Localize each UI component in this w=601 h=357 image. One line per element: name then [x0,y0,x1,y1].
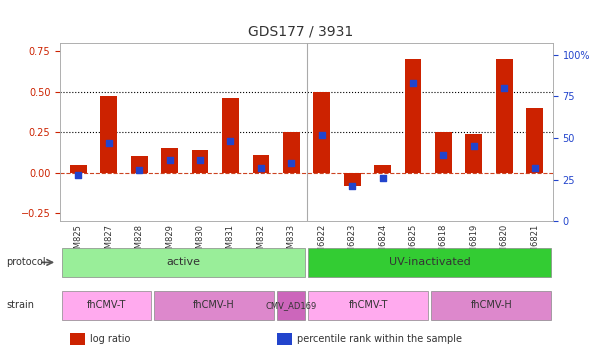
Bar [70,165,87,173]
FancyBboxPatch shape [154,291,274,320]
Text: fhCMV-H: fhCMV-H [194,300,235,310]
Bar [526,108,543,173]
Point [439,152,448,157]
Point [317,132,326,137]
Point [73,172,83,177]
Bar [374,165,391,173]
Text: log ratio: log ratio [90,334,130,344]
Point [225,139,235,144]
Bar [404,59,421,173]
Point [256,165,266,171]
Bar [277,333,291,345]
Text: CMV_AD169: CMV_AD169 [266,301,317,310]
FancyBboxPatch shape [277,291,305,320]
Bar [283,132,300,173]
Point [499,85,509,91]
Bar [496,59,513,173]
Point [408,80,418,86]
Text: fhCMV-T: fhCMV-T [87,300,126,310]
Point [378,175,388,181]
Point [530,165,540,171]
Point [347,183,357,189]
Point [287,160,296,166]
Bar [131,156,148,173]
FancyBboxPatch shape [308,248,551,277]
Bar [344,173,361,186]
Point [104,140,114,146]
Point [469,144,478,149]
FancyBboxPatch shape [308,291,428,320]
Text: strain: strain [6,300,34,310]
Text: protocol: protocol [6,257,46,267]
Bar [161,148,178,173]
Text: active: active [166,257,200,267]
Point [135,167,144,172]
Bar [252,155,269,173]
Bar [435,132,452,173]
Bar [192,150,209,173]
FancyBboxPatch shape [62,248,305,277]
Point [165,157,174,162]
Bar [100,96,117,173]
Text: fhCMV-H: fhCMV-H [471,300,512,310]
FancyBboxPatch shape [432,291,551,320]
Bar [222,98,239,173]
FancyBboxPatch shape [62,291,151,320]
Bar [465,134,482,173]
Text: UV-inactivated: UV-inactivated [389,257,471,267]
Bar [70,333,85,345]
Text: fhCMV-T: fhCMV-T [349,300,388,310]
Text: percentile rank within the sample: percentile rank within the sample [297,334,462,344]
Text: GDS177 / 3931: GDS177 / 3931 [248,25,353,39]
Point [195,157,205,162]
Bar [313,91,330,173]
